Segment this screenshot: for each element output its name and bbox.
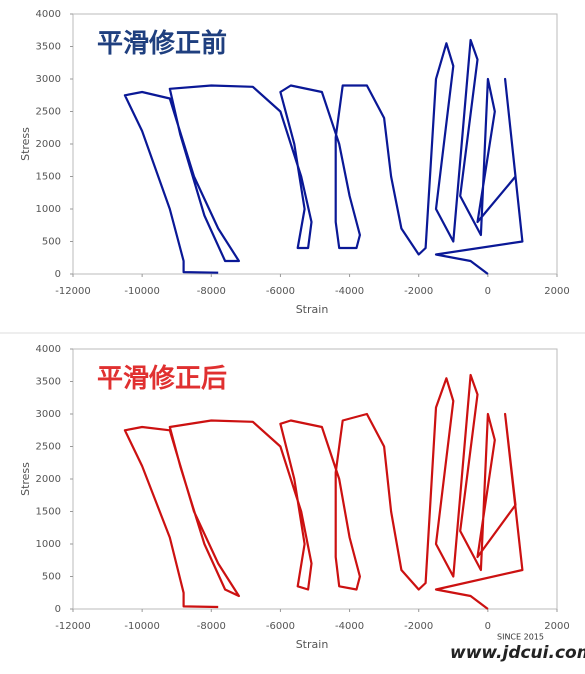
x-tick-label: -4000 xyxy=(335,286,364,297)
y-tick-label: 3000 xyxy=(36,74,61,85)
y-tick-label: 1000 xyxy=(36,204,61,215)
x-tick-label: -2000 xyxy=(404,621,433,632)
x-axis-label: Strain xyxy=(296,303,329,316)
y-tick-label: 3500 xyxy=(36,377,61,388)
y-tick-label: 0 xyxy=(55,604,61,615)
x-tick-label: -12000 xyxy=(55,286,90,297)
y-tick-label: 1500 xyxy=(36,172,61,183)
x-tick-label: -8000 xyxy=(197,286,226,297)
x-tick-label: -10000 xyxy=(124,621,159,632)
chart-title: 平滑修正前 xyxy=(97,28,227,59)
x-tick-label: -12000 xyxy=(55,621,90,632)
y-tick-label: 500 xyxy=(42,237,61,248)
chart-title: 平滑修正后 xyxy=(97,363,227,394)
series-line xyxy=(123,373,524,610)
x-tick-label: 0 xyxy=(485,621,491,632)
y-tick-label: 1500 xyxy=(36,507,61,518)
y-tick-label: 2000 xyxy=(36,474,61,485)
y-axis-label: Stress xyxy=(19,462,32,496)
x-tick-label: 0 xyxy=(485,286,491,297)
x-tick-label: 2000 xyxy=(544,286,569,297)
x-tick-label: -2000 xyxy=(404,286,433,297)
watermark-url: www.jdcui.com xyxy=(450,643,585,663)
x-tick-label: -6000 xyxy=(266,286,295,297)
y-tick-label: 0 xyxy=(55,269,61,280)
x-tick-label: -4000 xyxy=(335,621,364,632)
watermark-since: SINCE 2015 xyxy=(497,633,544,642)
y-tick-label: 4000 xyxy=(36,9,61,20)
y-tick-label: 1000 xyxy=(36,539,61,550)
y-tick-label: 2500 xyxy=(36,107,61,118)
x-tick-label: -8000 xyxy=(197,621,226,632)
x-axis-label: Strain xyxy=(296,638,329,651)
y-tick-label: 2500 xyxy=(36,442,61,453)
series-line xyxy=(123,38,524,275)
y-tick-label: 4000 xyxy=(36,344,61,355)
y-axis-label: Stress xyxy=(19,127,32,161)
x-tick-label: 2000 xyxy=(544,621,569,632)
x-tick-label: -10000 xyxy=(124,286,159,297)
y-tick-label: 3500 xyxy=(36,42,61,53)
y-tick-label: 2000 xyxy=(36,139,61,150)
y-tick-label: 3000 xyxy=(36,409,61,420)
y-tick-label: 500 xyxy=(42,572,61,583)
x-tick-label: -6000 xyxy=(266,621,295,632)
